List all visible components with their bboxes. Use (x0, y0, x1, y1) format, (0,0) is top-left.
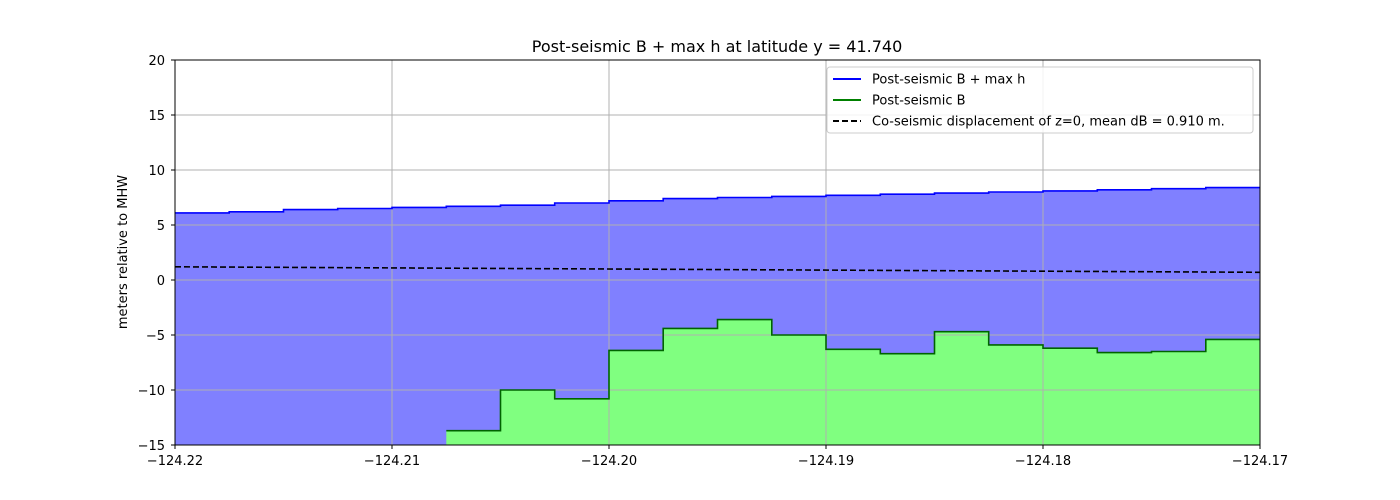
chart-title: Post-seismic B + max h at latitude y = 4… (532, 37, 903, 56)
y-tick-label: −5 (146, 329, 165, 344)
legend: Post-seismic B + max h Post-seismic B Co-s… (826, 66, 1254, 134)
legend-entry-label: Co-seismic displacement of z=0, mean dB … (872, 115, 1225, 130)
series-line-coseismic-displacement (175, 265, 1260, 274)
y-tick-label: 20 (148, 54, 165, 69)
lines-layer (175, 186, 1260, 432)
x-tick-label: −124.18 (1015, 454, 1071, 469)
y-axis-label: meters relative to MHW (116, 175, 131, 329)
plot-area: −124.22 −124.21 −124.20 −124.19 −124.18 −124.… (138, 54, 1289, 469)
series-line-post-seismic-b (446, 318, 1260, 432)
x-tick-label: −124.19 (798, 454, 854, 469)
y-tick-label: −10 (138, 384, 165, 399)
x-tick-label: −124.21 (364, 454, 420, 469)
y-tick-label: 15 (148, 109, 165, 124)
x-tick-label: −124.17 (1232, 454, 1288, 469)
y-tick-label: −15 (138, 439, 165, 454)
data-layer (175, 187, 1260, 445)
legend-entry-label: Post-seismic B (872, 94, 966, 109)
legend-box (826, 66, 1254, 134)
y-tick-label: 0 (157, 274, 165, 289)
series-line-b-plus-max-h (175, 186, 1260, 214)
x-tick-label: −124.22 (147, 454, 203, 469)
y-tick-label: 5 (157, 219, 165, 234)
legend-entry-label: Post-seismic B + max h (872, 73, 1025, 88)
y-tick-label: 10 (148, 164, 165, 179)
x-tick-label: −124.20 (581, 454, 637, 469)
plot-frame (174, 59, 1261, 446)
